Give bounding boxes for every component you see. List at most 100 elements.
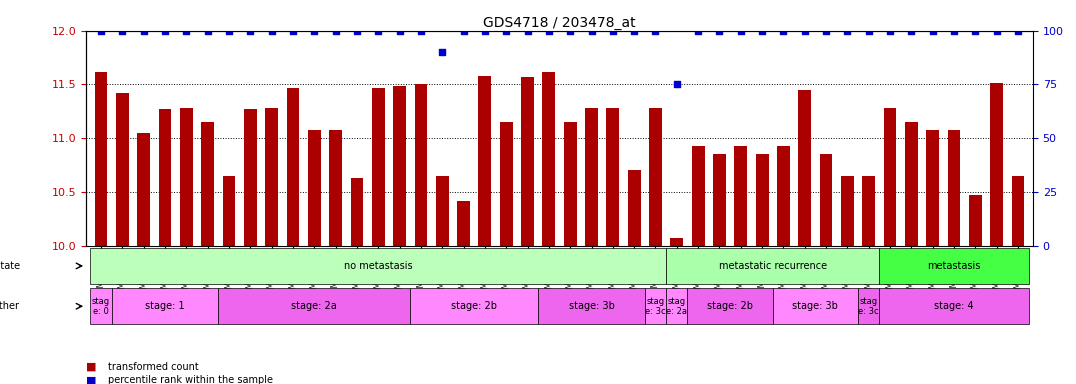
Point: [903, 28, 920, 34]
Point: [647, 28, 664, 34]
Point: [156, 28, 173, 34]
Point: [199, 28, 216, 34]
Text: percentile rank within the sample: percentile rank within the sample: [108, 375, 272, 384]
Bar: [841, 176, 854, 246]
Bar: [735, 146, 747, 246]
Point: [434, 49, 451, 55]
Text: no metastasis: no metastasis: [344, 261, 412, 271]
Point: [946, 28, 963, 34]
Point: [583, 28, 600, 34]
Bar: [820, 154, 833, 246]
Point: [327, 28, 344, 34]
Bar: [351, 178, 364, 246]
Text: metastatic recurrence: metastatic recurrence: [719, 261, 826, 271]
Bar: [627, 170, 640, 246]
FancyBboxPatch shape: [90, 248, 666, 284]
FancyBboxPatch shape: [666, 288, 688, 324]
Text: stage: 2a: stage: 2a: [292, 301, 337, 311]
Text: stage: 4: stage: 4: [934, 301, 974, 311]
Point: [881, 28, 898, 34]
Text: stage: 2b: stage: 2b: [451, 301, 497, 311]
Bar: [414, 84, 427, 246]
Bar: [138, 133, 150, 246]
Point: [306, 28, 323, 34]
Point: [988, 28, 1005, 34]
FancyBboxPatch shape: [879, 248, 1029, 284]
Text: stage: 1: stage: 1: [145, 301, 185, 311]
Point: [93, 28, 110, 34]
Point: [753, 28, 770, 34]
Text: ■: ■: [86, 375, 97, 384]
Point: [1009, 28, 1027, 34]
Text: ■: ■: [86, 362, 97, 372]
Point: [711, 28, 728, 34]
Point: [477, 28, 494, 34]
Point: [349, 28, 366, 34]
Bar: [798, 90, 811, 246]
Point: [562, 28, 579, 34]
Text: stage: 3b: stage: 3b: [793, 301, 838, 311]
Point: [839, 28, 856, 34]
Point: [732, 28, 749, 34]
Text: stag
e: 2a: stag e: 2a: [666, 296, 688, 316]
Text: stag
e: 0: stag e: 0: [91, 296, 110, 316]
Point: [924, 28, 942, 34]
Text: transformed count: transformed count: [108, 362, 198, 372]
Bar: [500, 122, 512, 246]
Bar: [969, 195, 981, 246]
FancyBboxPatch shape: [773, 288, 858, 324]
Point: [775, 28, 792, 34]
Point: [455, 28, 472, 34]
Bar: [905, 122, 918, 246]
FancyBboxPatch shape: [645, 288, 666, 324]
Point: [221, 28, 238, 34]
Point: [860, 28, 877, 34]
Bar: [329, 130, 342, 246]
Bar: [862, 176, 875, 246]
Point: [391, 28, 408, 34]
Bar: [670, 238, 683, 246]
Text: disease state: disease state: [0, 261, 19, 271]
Bar: [95, 71, 108, 246]
Text: stag
e: 3c: stag e: 3c: [646, 296, 666, 316]
Text: stage: 3b: stage: 3b: [568, 301, 614, 311]
Point: [242, 28, 259, 34]
Text: other: other: [0, 301, 19, 311]
Bar: [883, 108, 896, 246]
Bar: [1011, 176, 1024, 246]
Text: stage: 2b: stage: 2b: [707, 301, 753, 311]
Bar: [585, 108, 598, 246]
Bar: [926, 130, 939, 246]
Point: [497, 28, 514, 34]
FancyBboxPatch shape: [218, 288, 410, 324]
Bar: [755, 154, 768, 246]
Bar: [223, 176, 236, 246]
Text: metastasis: metastasis: [928, 261, 980, 271]
Bar: [649, 108, 662, 246]
Point: [625, 28, 642, 34]
Point: [136, 28, 153, 34]
Bar: [372, 88, 384, 246]
Point: [540, 28, 557, 34]
Bar: [393, 86, 406, 246]
Bar: [436, 176, 449, 246]
Bar: [180, 108, 193, 246]
Point: [370, 28, 387, 34]
FancyBboxPatch shape: [538, 288, 645, 324]
Bar: [244, 109, 257, 246]
Point: [284, 28, 301, 34]
Point: [796, 28, 813, 34]
Point: [605, 28, 622, 34]
Bar: [116, 93, 129, 246]
FancyBboxPatch shape: [112, 288, 218, 324]
Bar: [713, 154, 726, 246]
Point: [178, 28, 195, 34]
FancyBboxPatch shape: [879, 288, 1029, 324]
Bar: [479, 76, 492, 246]
Point: [966, 28, 983, 34]
Bar: [692, 146, 705, 246]
Bar: [990, 83, 1003, 246]
Point: [114, 28, 131, 34]
Bar: [201, 122, 214, 246]
Bar: [607, 108, 619, 246]
